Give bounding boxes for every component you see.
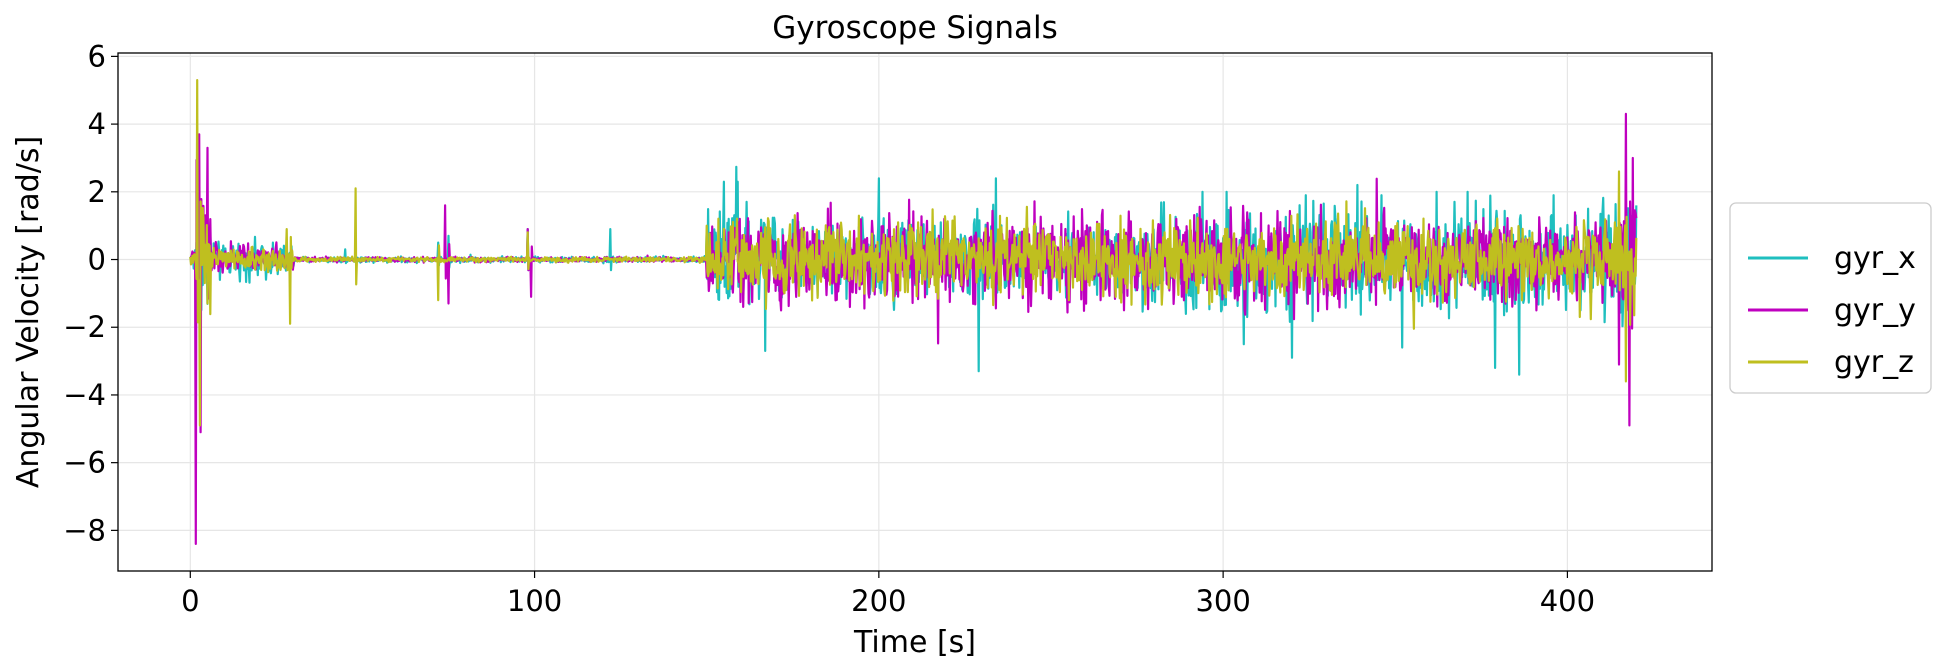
y-tick-label: −8 (63, 513, 106, 547)
x-tick-label: 100 (507, 584, 562, 618)
x-tick-label: 200 (851, 584, 906, 618)
plot-frame (117, 52, 1713, 572)
y-tick-label: 4 (88, 107, 106, 141)
x-axis-ticks: 0 100 200 300 400 (181, 571, 1595, 618)
legend-label: gyr_y (1834, 293, 1916, 328)
grid-lines (118, 53, 1712, 571)
x-tick-label: 0 (181, 584, 199, 618)
x-tick-label: 300 (1195, 584, 1250, 618)
series-line-gyr-z (189, 79, 1638, 427)
y-tick-label: 2 (88, 175, 106, 209)
y-axis-label: Angular Velocity [rad/s] (11, 136, 46, 488)
legend-label: gyr_z (1834, 345, 1914, 380)
y-tick-label: −4 (63, 378, 106, 412)
chart-title: Gyroscope Signals (772, 10, 1058, 46)
y-tick-label: 6 (88, 39, 106, 73)
y-axis-ticks: 6 4 2 0 −2 −4 −6 −8 (63, 39, 118, 547)
x-tick-label: 400 (1540, 584, 1595, 618)
legend: gyr_x gyr_y gyr_z (1729, 202, 1932, 394)
series-line-gyr-y (189, 112, 1638, 545)
plot-series (189, 79, 1638, 545)
y-tick-label: 0 (88, 243, 106, 277)
y-tick-label: −6 (63, 446, 106, 480)
x-axis-label: Time [s] (853, 625, 976, 660)
legend-box (1729, 202, 1932, 394)
y-tick-label: −2 (63, 310, 106, 344)
legend-label: gyr_x (1834, 241, 1916, 276)
